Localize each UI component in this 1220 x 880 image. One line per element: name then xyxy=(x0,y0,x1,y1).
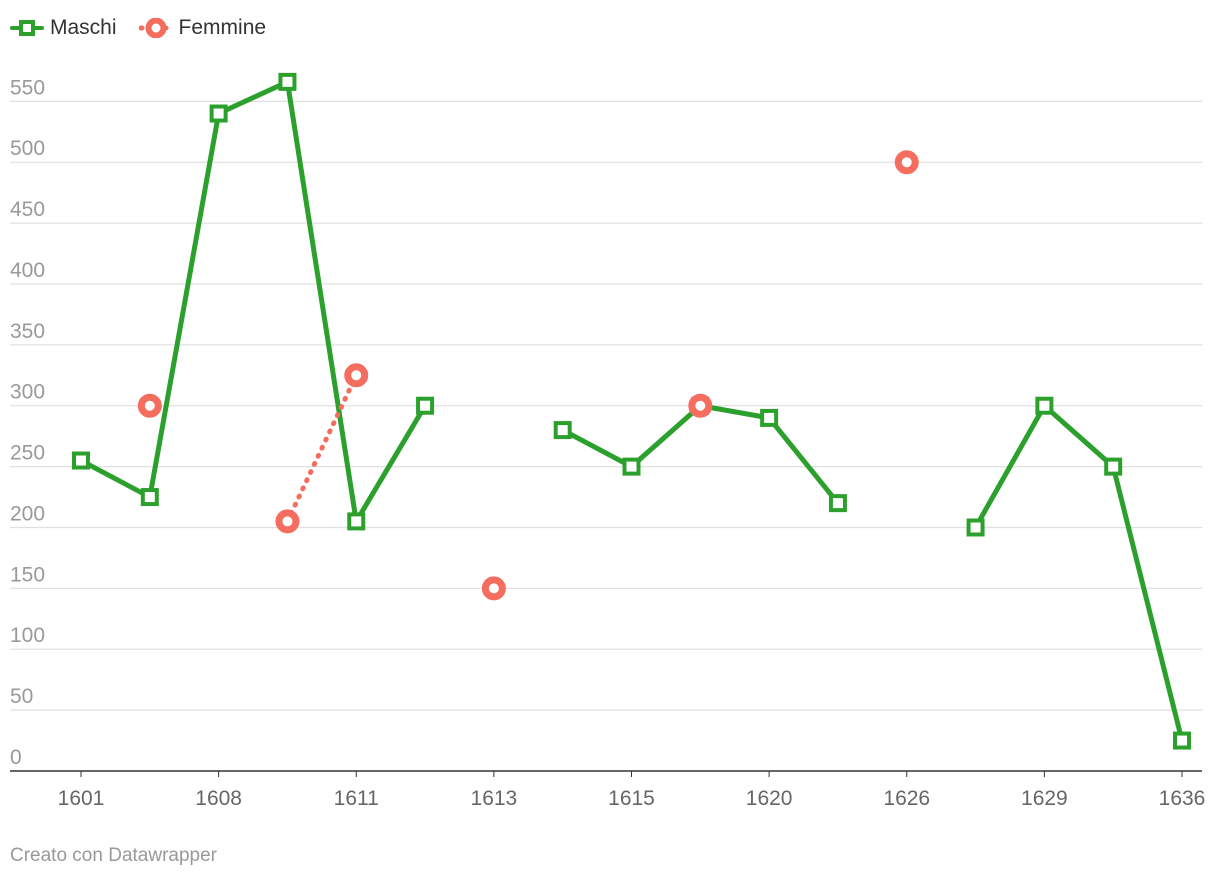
series-femmine xyxy=(137,150,919,601)
y-tick-label: 400 xyxy=(10,259,45,282)
series-layer xyxy=(72,72,1191,750)
series-line-segment xyxy=(147,111,222,500)
legend-item-maschi: Maschi xyxy=(10,16,117,40)
y-tick-label: 100 xyxy=(10,624,45,647)
legend: Maschi Femmine xyxy=(10,12,266,44)
data-point xyxy=(760,408,779,427)
x-tick-label: 1626 xyxy=(883,787,930,810)
data-point xyxy=(1104,457,1123,476)
data-point xyxy=(481,576,506,601)
series-line-segment xyxy=(216,79,290,117)
x-tick-label: 1611 xyxy=(334,787,379,810)
data-point xyxy=(275,509,300,534)
data-point xyxy=(140,488,159,507)
y-tick-label: 550 xyxy=(10,76,45,99)
legend-label-maschi: Maschi xyxy=(50,16,117,39)
x-tick-label: 1629 xyxy=(1021,787,1068,810)
series-line-segment xyxy=(1041,403,1116,470)
data-point xyxy=(1173,731,1191,750)
x-tick-label: 1608 xyxy=(195,787,242,810)
y-tick-label: 50 xyxy=(10,685,33,708)
data-point xyxy=(688,393,713,418)
legend-item-femmine: Femmine xyxy=(138,16,267,40)
series-line-segment xyxy=(284,79,359,524)
data-point xyxy=(278,72,297,91)
series-line-segment xyxy=(353,403,428,524)
series-line-segment xyxy=(1110,464,1185,744)
data-point xyxy=(966,518,985,537)
legend-label-femmine: Femmine xyxy=(178,16,267,39)
x-tick-label: 1615 xyxy=(608,787,655,810)
data-point xyxy=(894,150,919,175)
series-line-segment xyxy=(284,372,359,524)
x-tick-label: 1613 xyxy=(471,787,518,810)
data-point xyxy=(344,363,369,388)
y-tick-label: 350 xyxy=(10,320,45,343)
series-line-segment xyxy=(560,427,634,470)
series-line-segment xyxy=(629,403,703,470)
series-line-segment xyxy=(78,458,153,500)
y-tick-label: 500 xyxy=(10,137,45,160)
square-marker-icon xyxy=(10,20,44,36)
y-tick-label: 300 xyxy=(10,381,45,404)
footer-credit: Creato con Datawrapper xyxy=(10,845,217,866)
data-point xyxy=(137,393,162,418)
y-axis-ticks: 0 50 100 150 200 250 300 350 400 450 500 550 xyxy=(10,76,45,769)
y-tick-label: 450 xyxy=(10,198,45,221)
y-tick-label: 200 xyxy=(10,502,45,525)
x-axis-ticks: 1601 1608 1611 1613 1615 1620 1626 1629 1636 xyxy=(58,771,1206,810)
x-tick-label: 1601 xyxy=(58,787,105,810)
data-point xyxy=(72,451,90,470)
y-tick-label: 250 xyxy=(10,442,45,465)
grid-lines xyxy=(10,100,1202,711)
data-point xyxy=(622,457,641,476)
y-tick-label: 0 xyxy=(10,746,22,769)
data-point xyxy=(347,512,366,531)
data-point xyxy=(1035,396,1054,415)
data-point xyxy=(416,396,435,415)
data-point xyxy=(553,421,572,440)
series-line-segment xyxy=(766,415,841,506)
y-tick-label: 150 xyxy=(10,563,45,586)
circle-marker-icon xyxy=(138,18,173,38)
data-point xyxy=(828,494,847,513)
x-tick-label: 1620 xyxy=(746,787,793,810)
data-point xyxy=(209,104,228,123)
series-maschi xyxy=(72,72,1191,750)
series-line-segment xyxy=(973,403,1047,530)
x-tick-label: 1636 xyxy=(1159,787,1206,810)
